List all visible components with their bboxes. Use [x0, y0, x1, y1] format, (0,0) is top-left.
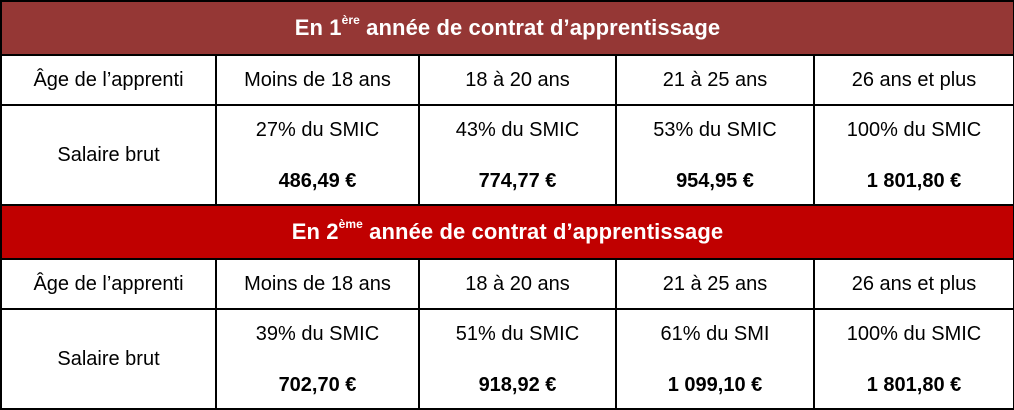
title-prefix: En 1 — [294, 15, 342, 40]
smic-percentage: 61% du SMI — [660, 322, 770, 345]
title-suffix: année de contrat d’apprentissage — [362, 219, 724, 244]
salary-cell: 53% du SMIC 954,95 € — [615, 104, 815, 206]
smic-percentage: 51% du SMIC — [455, 322, 580, 345]
age-group-cell: Moins de 18 ans — [215, 54, 420, 106]
title-prefix: En 2 — [291, 219, 339, 244]
salary-cell: 43% du SMIC 774,77 € — [418, 104, 617, 206]
age-label: Âge de l’apprenti — [0, 54, 217, 106]
age-group-cell: 18 à 20 ans — [418, 54, 617, 106]
salary-cell: 100% du SMIC 1 801,80 € — [813, 308, 1014, 410]
age-group-cell: 26 ans et plus — [813, 54, 1014, 106]
salary-cell: 51% du SMIC 918,92 € — [418, 308, 617, 410]
title-superscript: ère — [341, 12, 360, 27]
salary-row-year-2: Salaire brut 39% du SMIC 702,70 € 51% du… — [0, 308, 1014, 410]
age-row-year-2: Âge de l’apprenti Moins de 18 ans 18 à 2… — [0, 258, 1014, 310]
salary-cell: 27% du SMIC 486,49 € — [215, 104, 420, 206]
salary-amount: 1 801,80 € — [866, 373, 962, 396]
section-header-year-1: En 1ère année de contrat d’apprentissage — [0, 0, 1014, 56]
salary-label: Salaire brut — [0, 308, 217, 410]
age-group-cell: 21 à 25 ans — [615, 54, 815, 106]
salary-amount: 954,95 € — [676, 169, 754, 192]
age-group-cell: 26 ans et plus — [813, 258, 1014, 310]
smic-percentage: 53% du SMIC — [653, 118, 777, 141]
smic-percentage: 27% du SMIC — [255, 118, 380, 141]
section-title-year-2: En 2ème année de contrat d’apprentissage — [0, 204, 1014, 260]
smic-percentage: 100% du SMIC — [846, 118, 982, 141]
title-superscript: ème — [338, 216, 363, 231]
age-group-cell: 18 à 20 ans — [418, 258, 617, 310]
section-title-year-1: En 1ère année de contrat d’apprentissage — [0, 0, 1014, 56]
title-suffix: année de contrat d’apprentissage — [359, 15, 721, 40]
salary-amount: 486,49 € — [278, 169, 357, 192]
age-row-year-1: Âge de l’apprenti Moins de 18 ans 18 à 2… — [0, 54, 1014, 106]
age-group-cell: 21 à 25 ans — [615, 258, 815, 310]
section-header-year-2: En 2ème année de contrat d’apprentissage — [0, 204, 1014, 260]
smic-percentage: 100% du SMIC — [846, 322, 982, 345]
age-group-cell: Moins de 18 ans — [215, 258, 420, 310]
smic-percentage: 39% du SMIC — [255, 322, 380, 345]
smic-percentage: 43% du SMIC — [455, 118, 580, 141]
salary-cell: 39% du SMIC 702,70 € — [215, 308, 420, 410]
salary-amount: 1 099,10 € — [667, 373, 763, 396]
salary-row-year-1: Salaire brut 27% du SMIC 486,49 € 43% du… — [0, 104, 1014, 206]
salary-amount: 918,92 € — [478, 373, 557, 396]
age-label: Âge de l’apprenti — [0, 258, 217, 310]
salary-cell: 100% du SMIC 1 801,80 € — [813, 104, 1014, 206]
salary-cell: 61% du SMI 1 099,10 € — [615, 308, 815, 410]
salary-amount: 774,77 € — [478, 169, 557, 192]
salary-amount: 702,70 € — [278, 373, 357, 396]
salary-label: Salaire brut — [0, 104, 217, 206]
salary-amount: 1 801,80 € — [866, 169, 962, 192]
